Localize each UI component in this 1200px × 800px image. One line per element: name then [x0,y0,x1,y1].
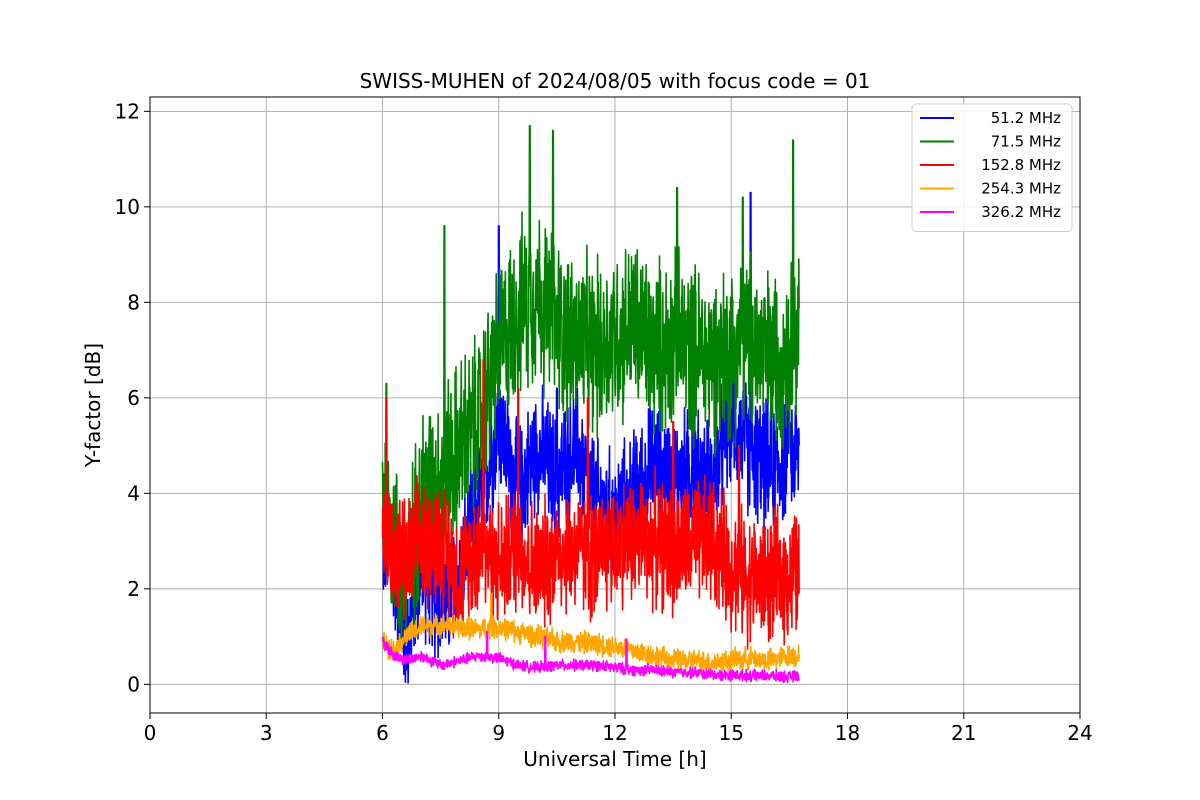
legend-label: 51.2 MHz [991,109,1061,127]
x-tick-label: 6 [376,721,389,745]
y-axis-label: Y-factor [dB] [81,343,105,468]
chart-title: SWISS-MUHEN of 2024/08/05 with focus cod… [360,69,871,93]
y-tick-label: 6 [127,386,140,410]
x-tick-label: 21 [951,721,976,745]
y-tick-label: 10 [115,195,140,219]
series-line [381,358,800,650]
legend-label: 254.3 MHz [981,180,1061,198]
series-line [381,124,800,638]
y-tick-label: 12 [115,99,140,123]
x-tick-label: 0 [144,721,157,745]
y-tick-label: 4 [127,481,140,505]
legend-box [911,103,1073,232]
y-tick-label: 8 [127,290,140,314]
legend-label: 152.8 MHz [981,156,1061,174]
x-tick-label: 24 [1067,721,1092,745]
legend-label: 71.5 MHz [991,133,1061,151]
y-axis: 0 2 4 6 8 10 12 [115,99,150,696]
x-tick-label: 12 [602,721,627,745]
series-line [381,592,800,675]
x-axis-label: Universal Time [h] [523,747,706,771]
x-tick-label: 15 [719,721,744,745]
legend: 51.2 MHz 71.5 MHz 152.8 MHz 254.3 MHz 326.2 … [911,103,1073,232]
x-tick-label: 3 [260,721,273,745]
legend-label: 326.2 MHz [981,203,1061,221]
y-tick-label: 2 [127,577,140,601]
series-line [381,631,800,684]
x-tick-label: 18 [835,721,860,745]
x-tick-label: 9 [492,721,505,745]
series-layer [381,124,800,684]
x-axis: 0 3 6 9 12 15 18 21 24 [144,713,1093,745]
y-tick-label: 0 [127,672,140,696]
